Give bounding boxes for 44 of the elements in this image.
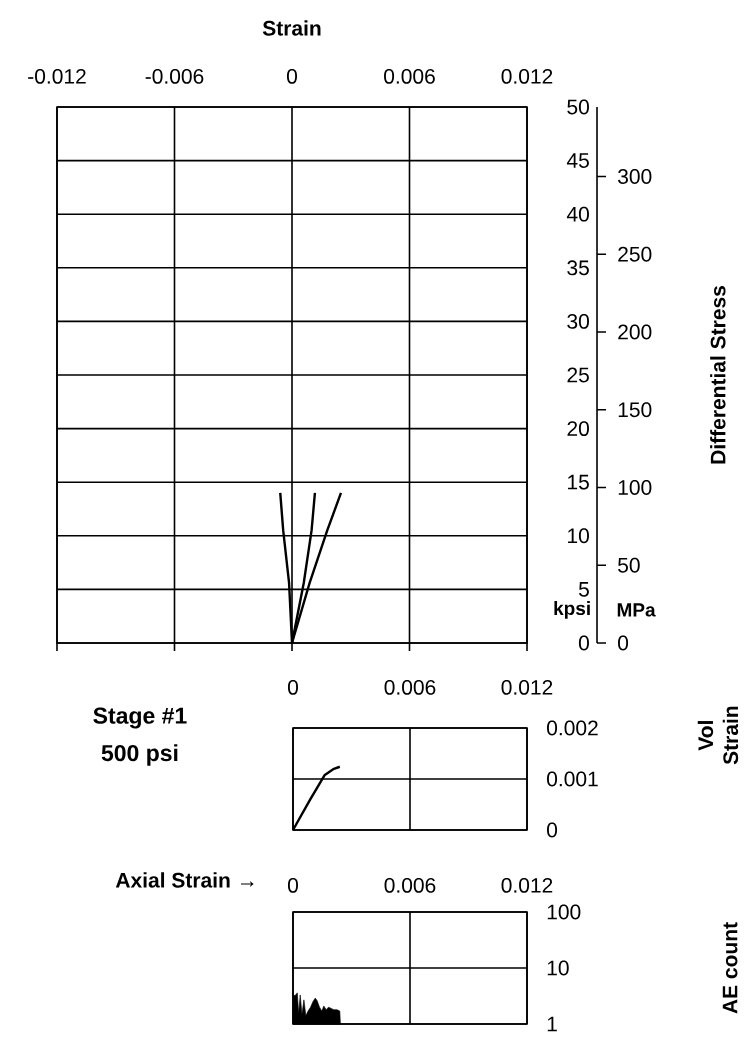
y-tick-label: 1 [547,1016,557,1032]
y-tick-label: 0 [547,822,558,838]
y2-tick-label: 0 [618,635,629,651]
x-tick-label: 0.006 [384,68,435,84]
x-tick-label: 0 [286,68,298,84]
x-axis-title: Strain [262,20,321,36]
text: 500 psi [101,744,178,766]
y2-tick-label: 100 [618,480,652,495]
y-axis-title: AE count [722,922,738,1014]
y-tick-label: 20 [567,421,589,437]
y2-tick-label: 250 [618,246,652,262]
y-tick-label: 40 [566,206,589,222]
x-tick-label: 0 [287,877,299,893]
x-tick-label: 0.012 [501,877,553,893]
text: MPa [617,603,656,617]
y-tick-label: 0 [578,635,589,651]
y-tick-label: 0.002 [547,720,598,736]
text: Stage #1 [93,707,187,729]
y-tick-label: 45 [566,153,589,168]
y2-tick-label: 300 [618,169,652,184]
y-tick-label: 5 [578,582,589,597]
x-tick-label: 0 [287,679,299,695]
x-tick-label: 0.006 [384,877,436,893]
x-tick-label: 0.012 [501,679,553,695]
x-tick-label: 0.006 [384,679,436,695]
y2-tick-label: 200 [618,324,652,340]
y-tick-label: 10 [568,528,589,544]
y-tick-label: 0.001 [547,771,598,787]
text: kpsi [554,601,590,619]
y-axis-title: Vol Strain [697,706,739,765]
y-tick-label: 10 [547,960,569,976]
x-tick-label: -0.006 [145,68,204,84]
y-tick-label: 50 [567,99,589,115]
y2-axis-title: Differential Stress [710,286,726,464]
y-tick-label: 100 [547,904,581,920]
y-tick-label: 30 [567,313,589,329]
x-tick-label: 0.012 [501,68,553,84]
x-tick-label: -0.012 [28,68,86,84]
y2-tick-label: 50 [618,557,640,573]
y-tick-label: 25 [567,367,589,383]
x-axis-title: Axial Strain → [115,872,254,888]
y-tick-label: 35 [567,260,589,276]
y-tick-label: 15 [568,474,589,490]
y2-tick-label: 150 [618,402,652,418]
